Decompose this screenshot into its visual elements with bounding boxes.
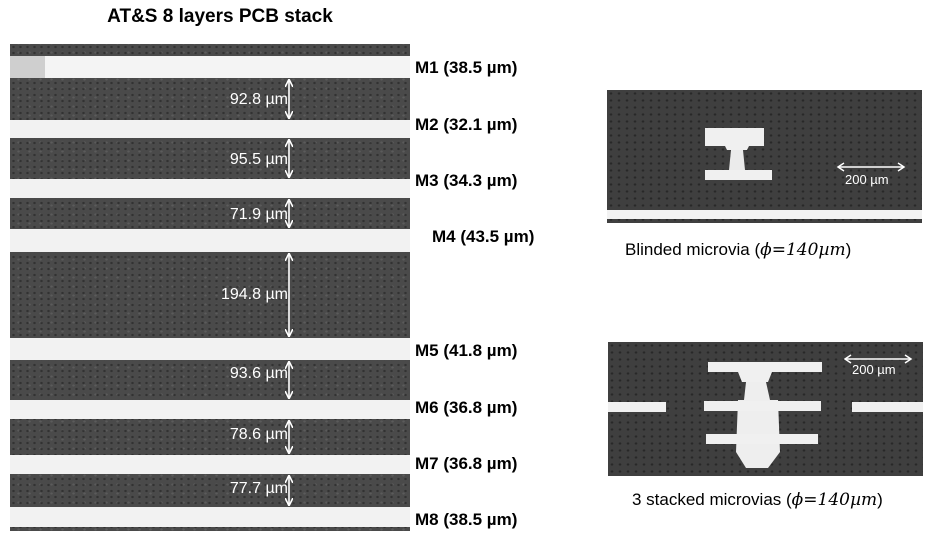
stack-title: AT&S 8 layers PCB stack bbox=[107, 6, 333, 27]
metal-label-m8: M8 (38.5 µm) bbox=[415, 510, 518, 529]
metal-label-m2: M2 (32.1 µm) bbox=[415, 115, 518, 134]
metal-label-m7: M7 (36.8 µm) bbox=[415, 454, 518, 473]
stacked-microvia-caption: 3 stacked microvias (ϕ=140µm) bbox=[632, 490, 883, 510]
metal-layer-m1 bbox=[10, 56, 410, 78]
stacked-microvia-drawing bbox=[608, 354, 923, 468]
metal-label-m4: M4 (43.5 µm) bbox=[432, 227, 535, 246]
metal-layer-m3 bbox=[10, 179, 410, 198]
stacked-microvia-scale-label: 200 µm bbox=[852, 362, 896, 377]
pcb-stack-cross-section: 92.8 µm 95.5 µm 71.9 µm 194.8 µm 93.6 µm… bbox=[10, 44, 410, 531]
blind-microvia-photo: 200 µm bbox=[607, 90, 922, 223]
metal-label-m1: M1 (38.5 µm) bbox=[415, 58, 518, 77]
metal-layer-m6 bbox=[10, 400, 410, 419]
metal-layer-m7 bbox=[10, 455, 410, 474]
thickness-arrows bbox=[10, 44, 410, 531]
metal-layer-m4 bbox=[10, 229, 410, 252]
metal-label-m5: M5 (41.8 µm) bbox=[415, 341, 518, 360]
stacked-microvia-photo: 200 µm bbox=[608, 342, 923, 476]
blind-microvia-scale-label: 200 µm bbox=[845, 172, 889, 187]
metal-label-m6: M6 (36.8 µm) bbox=[415, 398, 518, 417]
metal-label-m3: M3 (34.3 µm) bbox=[415, 171, 518, 190]
metal-layer-m2 bbox=[10, 120, 410, 138]
blind-microvia-drawing bbox=[607, 128, 922, 219]
blind-microvia-caption: Blinded microvia (ϕ=140µm) bbox=[625, 240, 852, 260]
metal-layer-m5 bbox=[10, 338, 410, 360]
metal-layer-m8 bbox=[10, 507, 410, 527]
